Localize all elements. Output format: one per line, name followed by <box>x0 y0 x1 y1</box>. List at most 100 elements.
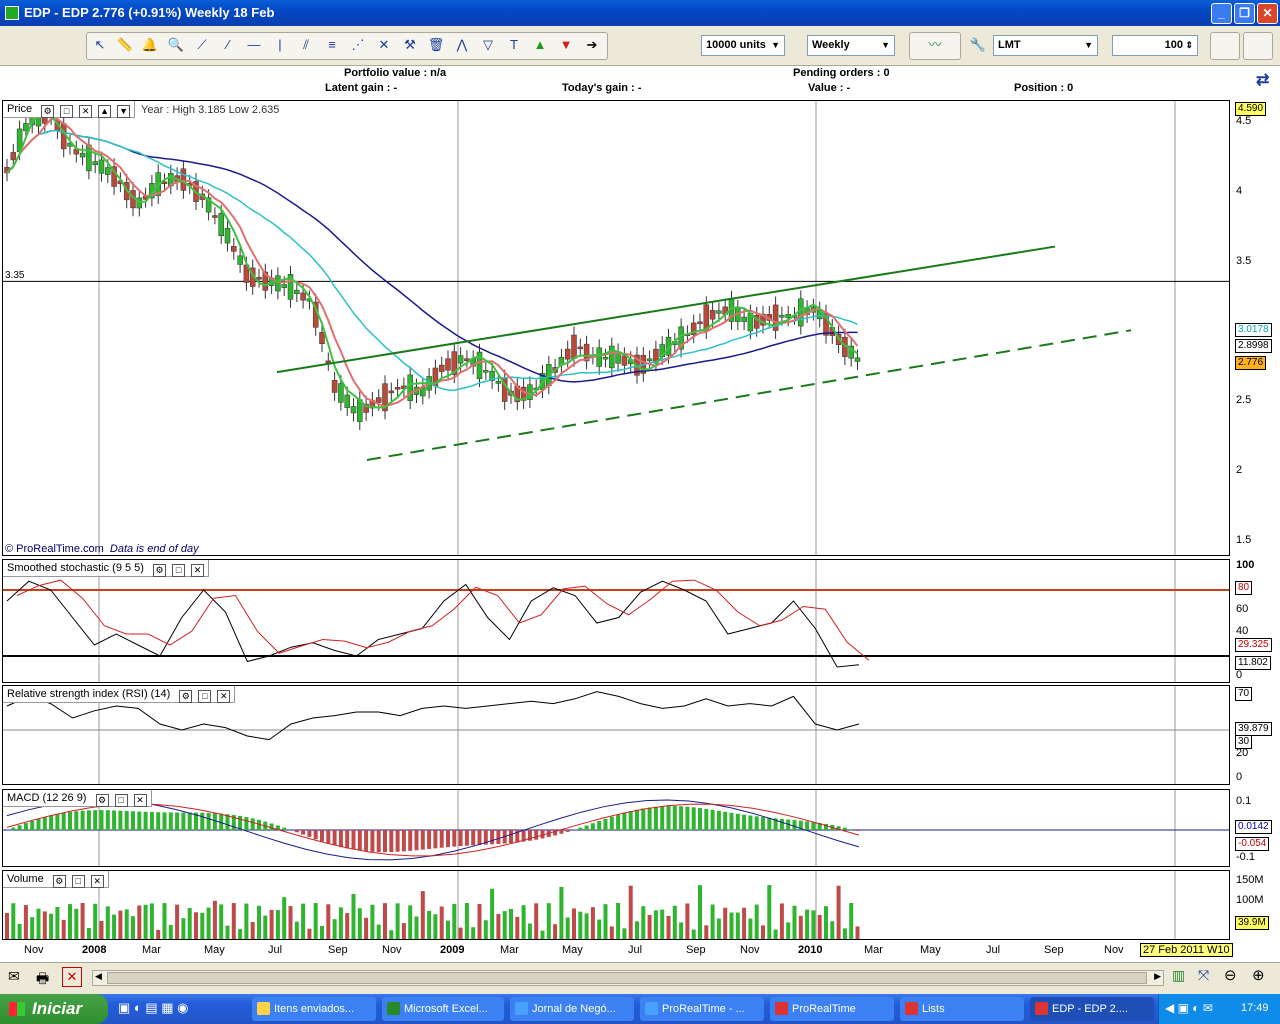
macd-chart[interactable] <box>3 790 1230 867</box>
zigzag-icon[interactable]: ⋀ <box>456 37 468 52</box>
print-icon[interactable]: 🖶 <box>36 970 50 986</box>
candle <box>105 167 111 175</box>
close-icon[interactable]: ✕ <box>217 690 231 703</box>
maximize-button[interactable]: ❐ <box>1234 3 1255 24</box>
mail-icon[interactable]: ✉ <box>8 968 20 984</box>
zoom-in-icon[interactable]: ⊕ <box>1252 967 1265 984</box>
volume-bar <box>779 903 784 939</box>
alert-bell-icon[interactable]: 🔔 <box>141 37 159 52</box>
text-icon[interactable]: T <box>510 37 518 52</box>
line-extended-icon[interactable]: ⁄ <box>226 37 230 52</box>
start-button[interactable]: Iniciar <box>0 994 108 1024</box>
volume-chart[interactable] <box>3 871 1230 940</box>
wrench-icon[interactable]: 🔧 <box>969 37 987 52</box>
window-icon[interactable]: □ <box>71 875 85 888</box>
fan-icon[interactable]: ⋰ <box>351 37 365 52</box>
taskbar-item[interactable]: Microsoft Excel... <box>382 997 504 1021</box>
volume-bar <box>23 905 28 939</box>
triangle-pattern-icon[interactable]: ▽ <box>483 37 493 52</box>
pointer-icon[interactable]: ↖ <box>94 37 106 52</box>
volume-bar <box>93 903 98 939</box>
delete-icon[interactable]: ✕ <box>62 967 82 987</box>
macd-histogram-bar <box>206 812 211 830</box>
window-icon[interactable]: □ <box>114 794 128 807</box>
scroll-left-icon[interactable]: ◀ <box>95 971 102 981</box>
wrench-icon[interactable]: ⚙ <box>179 690 193 703</box>
gann-icon[interactable]: ✕ <box>378 37 390 52</box>
volume-bar <box>187 907 192 939</box>
volume-bar <box>275 910 280 939</box>
quantity-stepper[interactable]: 100 ⇕ <box>1112 35 1198 56</box>
moving-average-long <box>6 130 858 383</box>
market-dropdown[interactable]: LMT ▼ <box>993 35 1098 56</box>
units-dropdown[interactable]: 10000 units ▼ <box>701 35 785 56</box>
price-chart[interactable] <box>3 101 1230 556</box>
close-icon[interactable]: ✕ <box>79 105 93 118</box>
buy-order-button[interactable] <box>1210 32 1240 60</box>
volume-bar <box>206 907 211 939</box>
candle <box>300 292 306 301</box>
macd-histogram-bar <box>603 818 608 830</box>
window-icon[interactable]: □ <box>198 690 212 703</box>
window-icon[interactable]: □ <box>60 105 74 118</box>
vertical-line-icon[interactable]: | <box>278 37 282 52</box>
trash-icon[interactable]: 🗑 <box>427 37 445 52</box>
close-icon[interactable]: ✕ <box>90 875 104 888</box>
zoom-out-icon[interactable]: ⊖ <box>1224 967 1237 984</box>
macd-histogram-bar <box>332 830 337 846</box>
macd-histogram-bar <box>710 809 715 830</box>
chart-style-button[interactable] <box>909 32 961 60</box>
taskbar-item[interactable]: Itens enviados... <box>252 997 376 1021</box>
fit-icon[interactable]: ⤧ <box>1198 967 1210 983</box>
zoom-icon[interactable]: 🔍 <box>167 37 185 52</box>
fibonacci-icon[interactable]: ≡ <box>328 37 336 52</box>
stochastic-chart[interactable] <box>3 560 1230 683</box>
sell-order-button[interactable] <box>1243 32 1273 60</box>
buy-arrow-icon[interactable]: ▲ <box>533 37 547 52</box>
quicklaunch-icon[interactable]: ▣ ◐ ▤ ▦ ◉ <box>118 1000 189 1015</box>
wrench-icon[interactable]: ⚙ <box>95 794 109 807</box>
chart-icon[interactable]: ▥ <box>1172 967 1186 983</box>
sell-arrow-icon[interactable]: ▼ <box>559 37 573 52</box>
volume-bar <box>502 911 507 939</box>
window-icon[interactable]: □ <box>172 564 186 577</box>
taskbar-item-active[interactable]: EDP - EDP 2.... <box>1030 997 1154 1021</box>
macd-histogram-bar <box>723 811 728 830</box>
candle <box>848 345 854 359</box>
minimize-button[interactable]: _ <box>1211 3 1232 24</box>
ruler-icon[interactable]: 📏 <box>116 37 134 52</box>
arrow-down-icon[interactable]: ▼ <box>117 105 131 118</box>
refresh-icon[interactable]: ⇄ <box>1256 72 1270 89</box>
taskbar-item[interactable]: ProRealTime - ... <box>640 997 764 1021</box>
close-icon[interactable]: ✕ <box>133 794 147 807</box>
scroll-right-icon[interactable]: ▶ <box>1154 971 1161 981</box>
horizontal-line-icon[interactable]: — <box>247 37 261 52</box>
taskbar-item[interactable]: Jornal de Negó... <box>510 997 634 1021</box>
macd-histogram-bar <box>269 823 274 830</box>
macd-histogram-bar <box>433 830 438 849</box>
arrow-up-icon[interactable]: ▲ <box>98 105 112 118</box>
candle <box>798 298 804 327</box>
horizontal-scrollbar[interactable]: ◀ ▶ <box>92 970 1164 986</box>
scroll-thumb[interactable] <box>107 972 1147 984</box>
taskbar-item[interactable]: ProRealTime <box>770 997 894 1021</box>
trendline-icon[interactable]: ⟋ <box>197 37 207 52</box>
tools-icon[interactable]: ⚒ <box>404 37 416 52</box>
taskbar-item[interactable]: Lists <box>900 997 1024 1021</box>
period-dropdown[interactable]: Weekly ▼ <box>807 35 895 56</box>
volume-bar <box>572 908 576 939</box>
tray-icons[interactable]: ◀ ▣ ◐ ✉ <box>1165 1001 1213 1015</box>
wrench-icon[interactable]: ⚙ <box>41 105 55 118</box>
candle <box>218 213 224 236</box>
volume-axis-label: 100M <box>1236 894 1264 906</box>
wrench-icon[interactable]: ⚙ <box>153 564 167 577</box>
volume-bar <box>30 917 35 939</box>
channel-icon[interactable]: ⫽ <box>303 37 309 52</box>
close-icon[interactable]: ✕ <box>191 564 205 577</box>
price-axis-label: 2 <box>1236 464 1243 476</box>
close-button[interactable]: ✕ <box>1257 3 1278 24</box>
right-arrow-icon[interactable]: ➔ <box>586 37 598 52</box>
x-label: Mar <box>864 944 883 956</box>
wrench-icon[interactable]: ⚙ <box>52 875 66 888</box>
macd-histogram-bar <box>118 810 123 830</box>
